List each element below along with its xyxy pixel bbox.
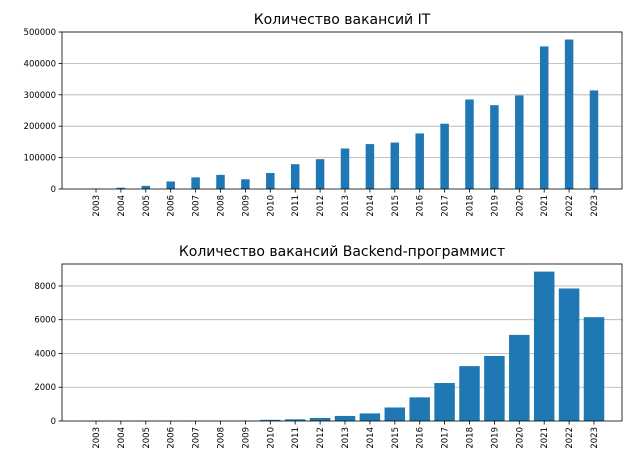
x-tick-label: 2004 <box>117 427 127 449</box>
x-tick-label: 2008 <box>217 427 227 449</box>
x-tick-label: 2012 <box>316 427 326 449</box>
bar-2020 <box>509 334 530 421</box>
bar-2014 <box>359 413 381 421</box>
x-tick-label: 2017 <box>441 427 451 449</box>
axes-frame <box>61 263 623 422</box>
x-tick-label: 2004 <box>117 195 127 217</box>
bar-2019 <box>484 356 505 421</box>
axes-frame <box>61 31 623 190</box>
y-tick-label: 0 <box>51 185 56 195</box>
x-tick-label: 2021 <box>540 427 550 449</box>
x-tick-label: 2005 <box>142 195 152 217</box>
x-tick-label: 2022 <box>565 427 575 449</box>
bar-2022 <box>558 288 580 421</box>
y-tick-label: 6000 <box>34 316 56 326</box>
x-tick-label: 2020 <box>515 195 525 217</box>
y-tick-label: 400000 <box>24 59 56 69</box>
x-tick-label: 2012 <box>316 195 326 217</box>
x-tick-label: 2016 <box>416 195 426 217</box>
x-tick-label: 2009 <box>241 427 251 449</box>
x-tick-label: 2018 <box>466 427 476 449</box>
x-tick-label: 2007 <box>192 195 202 217</box>
y-tick-label: 100000 <box>24 154 56 164</box>
bar-2011 <box>284 419 306 421</box>
x-tick-label: 2010 <box>266 195 276 217</box>
x-tick-label: 2014 <box>366 427 376 449</box>
y-tick-label: 2000 <box>34 383 56 393</box>
y-tick-label: 300000 <box>24 91 56 101</box>
x-tick-label: 2019 <box>490 195 500 217</box>
x-tick-label: 2016 <box>416 427 426 449</box>
bar-2015 <box>390 142 400 189</box>
bar-2013 <box>340 148 350 189</box>
x-tick-label: 2003 <box>92 427 102 449</box>
x-tick-label: 2003 <box>92 195 102 217</box>
y-tick-label: 200000 <box>24 122 56 132</box>
x-tick-label: 2007 <box>192 427 202 449</box>
bar-2014 <box>365 144 375 189</box>
bar-2020 <box>515 95 524 189</box>
bar-2018 <box>459 366 480 421</box>
bar-2021 <box>539 46 549 189</box>
x-tick-label: 2013 <box>341 195 351 217</box>
bar-2012 <box>315 159 325 189</box>
bar-2004 <box>116 187 126 189</box>
x-tick-label: 2013 <box>341 427 351 449</box>
bar-2012 <box>309 417 331 421</box>
x-tick-label: 2010 <box>266 427 276 449</box>
bar-2010 <box>266 172 275 189</box>
bar-2023 <box>589 90 599 189</box>
bar-2011 <box>290 164 300 189</box>
x-tick-label: 2015 <box>391 427 401 449</box>
x-tick-label: 2019 <box>490 427 500 449</box>
bar-2015 <box>384 407 406 421</box>
bar-2007 <box>191 177 200 189</box>
bar-2016 <box>409 397 430 421</box>
bar-2021 <box>533 271 555 421</box>
chart-1: Количество вакансий IT 0 100000 200000 30000… <box>24 12 623 217</box>
y-tick-label: 500000 <box>24 28 56 38</box>
x-tick-label: 2020 <box>515 427 525 449</box>
x-tick-label: 2023 <box>590 195 600 217</box>
chart-title: Количество вакансий IT <box>254 12 431 28</box>
chart-title: Количество вакансий Backend-программист <box>179 244 505 260</box>
bar-2023 <box>583 317 605 421</box>
x-tick-label: 2011 <box>291 195 301 217</box>
chart-2: Количество вакансий Backend-программист 0… <box>34 244 623 449</box>
x-tick-label: 2006 <box>167 427 177 449</box>
x-tick-label: 2011 <box>291 427 301 449</box>
y-tick-label: 8000 <box>34 282 56 292</box>
bar-2018 <box>465 99 474 189</box>
x-tick-label: 2023 <box>590 427 600 449</box>
bar-2019 <box>490 105 499 189</box>
x-tick-label: 2021 <box>540 195 550 217</box>
bar-2006 <box>166 181 175 189</box>
bar-2008 <box>216 174 225 189</box>
bar-2013 <box>334 415 356 421</box>
x-tick-label: 2015 <box>391 195 401 217</box>
bar-2010 <box>260 419 281 421</box>
x-tick-label: 2008 <box>217 195 227 217</box>
bar-2017 <box>440 123 449 189</box>
y-tick-label: 0 <box>51 417 56 427</box>
bar-2005 <box>141 185 151 189</box>
x-tick-label: 2006 <box>167 195 177 217</box>
bar-2022 <box>564 39 574 190</box>
x-tick-label: 2009 <box>241 195 251 217</box>
x-tick-label: 2014 <box>366 195 376 217</box>
y-tick-label: 4000 <box>34 349 56 359</box>
bar-2016 <box>415 133 424 189</box>
bar-2009 <box>241 179 250 189</box>
x-tick-label: 2005 <box>142 427 152 449</box>
bar-2017 <box>434 383 455 421</box>
x-tick-label: 2017 <box>441 195 451 217</box>
x-tick-label: 2018 <box>466 195 476 217</box>
x-tick-label: 2022 <box>565 195 575 217</box>
